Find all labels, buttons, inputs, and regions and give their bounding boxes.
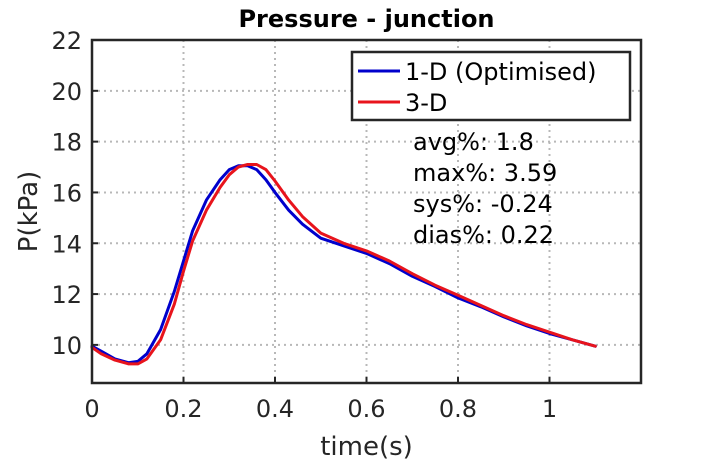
x-tick-label: 1	[542, 395, 557, 423]
chart-title: Pressure - junction	[238, 5, 494, 33]
annotation-sys: sys%: -0.24	[413, 190, 553, 218]
y-tick-label: 10	[51, 332, 82, 360]
annotation-max: max%: 3.59	[413, 159, 557, 187]
y-tick-label: 12	[51, 281, 82, 309]
legend-label-3d: 3-D	[405, 89, 447, 117]
y-tick-label: 22	[51, 27, 82, 55]
stats-annotations: avg%: 1.8 max%: 3.59 sys%: -0.24 dias%: …	[413, 128, 557, 249]
legend: 1-D (Optimised) 3-D	[350, 50, 632, 122]
annotation-dias: dias%: 0.22	[413, 221, 554, 249]
series-line-3d	[90, 163, 597, 366]
series-lines	[90, 163, 597, 366]
annotation-avg: avg%: 1.8	[413, 128, 534, 156]
x-tick-label: 0	[84, 395, 99, 423]
y-tick-label: 16	[51, 179, 82, 207]
x-tick-label: 0.8	[439, 395, 477, 423]
y-tick-label: 20	[51, 78, 82, 106]
x-tick-label: 0.4	[256, 395, 294, 423]
y-axis-label: P(kPa)	[14, 171, 44, 252]
legend-box	[350, 50, 632, 122]
grid	[91, 39, 641, 383]
x-tick-label: 0.2	[164, 395, 202, 423]
y-tick-label: 14	[51, 230, 82, 258]
x-ticks: 0 0.2 0.4 0.6 0.8 1	[84, 377, 557, 423]
series-line-1d-optimised	[90, 164, 597, 365]
y-tick-label: 18	[51, 129, 82, 157]
y-ticks: 10 12 14 16 18 20 22	[51, 27, 98, 360]
x-axis-label: time(s)	[320, 432, 413, 462]
legend-label-1d: 1-D (Optimised)	[405, 58, 597, 86]
x-tick-label: 0.6	[347, 395, 385, 423]
